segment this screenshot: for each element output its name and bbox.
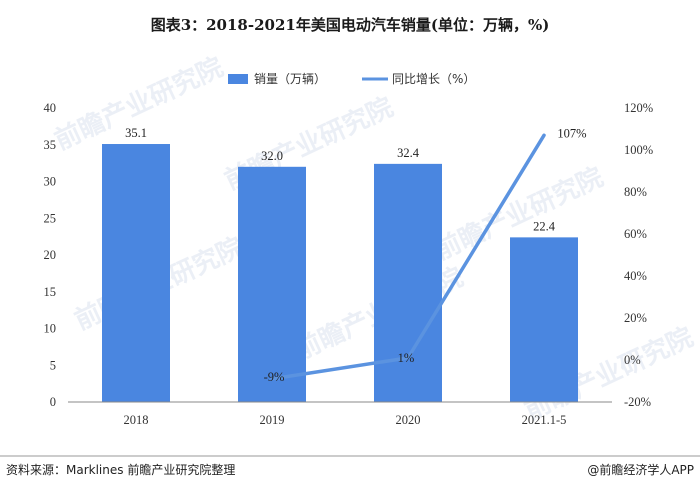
- x-axis: 2018 2019 2020 2021.1-5: [68, 401, 612, 427]
- brand-text: @前瞻经济学人APP: [587, 462, 694, 477]
- growth-value-label: -9%: [264, 370, 285, 384]
- right-tick-label: 120%: [624, 101, 653, 115]
- bar-value-label: 32.4: [397, 146, 420, 160]
- right-tick-label: 80%: [624, 185, 647, 199]
- growth-value-label: 107%: [557, 126, 586, 140]
- right-tick-label: 0%: [624, 353, 641, 367]
- legend-line-label: 同比增长（%）: [392, 72, 475, 86]
- right-tick-label: -20%: [624, 395, 651, 409]
- left-tick-label: 15: [44, 285, 57, 299]
- x-tick-label: 2021.1-5: [522, 413, 567, 427]
- source-text: 资料来源：Marklines 前瞻产业研究院整理: [6, 462, 235, 477]
- right-tick-label: 100%: [624, 143, 653, 157]
- left-tick-label: 0: [50, 395, 56, 409]
- left-tick-label: 20: [44, 248, 57, 262]
- legend: 销量（万辆） 同比增长（%）: [228, 72, 475, 86]
- bar-value-label: 35.1: [125, 126, 147, 140]
- right-tick-label: 60%: [624, 227, 647, 241]
- bar: [510, 237, 578, 402]
- chart-title: 图表3：2018-2021年美国电动汽车销量(单位：万辆，%): [151, 16, 550, 34]
- bar: [102, 144, 170, 402]
- right-tick-label: 40%: [624, 269, 647, 283]
- right-y-axis: -20% 0% 20% 40% 60% 80% 100% 120%: [624, 101, 653, 409]
- bar-value-label: 32.0: [261, 149, 283, 163]
- bar-value-label: 22.4: [533, 219, 556, 233]
- left-tick-label: 40: [44, 101, 57, 115]
- growth-point: [270, 377, 274, 381]
- growth-point: [406, 356, 410, 360]
- right-tick-label: 20%: [624, 311, 647, 325]
- left-tick-label: 25: [44, 211, 57, 225]
- left-tick-label: 5: [50, 358, 56, 372]
- x-tick-label: 2020: [396, 413, 421, 427]
- growth-point: [542, 133, 546, 137]
- left-tick-label: 30: [44, 175, 57, 189]
- left-y-axis: 0 5 10 15 20 25 30 35 40: [44, 101, 57, 409]
- bar: [374, 163, 442, 402]
- x-tick-label: 2019: [260, 413, 285, 427]
- left-tick-label: 35: [44, 138, 57, 152]
- left-tick-label: 10: [44, 322, 57, 336]
- bar: [238, 166, 306, 402]
- legend-bar-label: 销量（万辆）: [254, 72, 326, 86]
- bar-series: 35.1 32.0 32.4 22.4: [102, 126, 578, 402]
- x-tick-label: 2018: [124, 413, 149, 427]
- legend-bar-swatch: [228, 74, 248, 84]
- watermark-1: 前瞻产业研究院: [50, 51, 228, 156]
- growth-value-label: 1%: [398, 351, 415, 365]
- line-series: -9% 1% 107%: [264, 126, 587, 384]
